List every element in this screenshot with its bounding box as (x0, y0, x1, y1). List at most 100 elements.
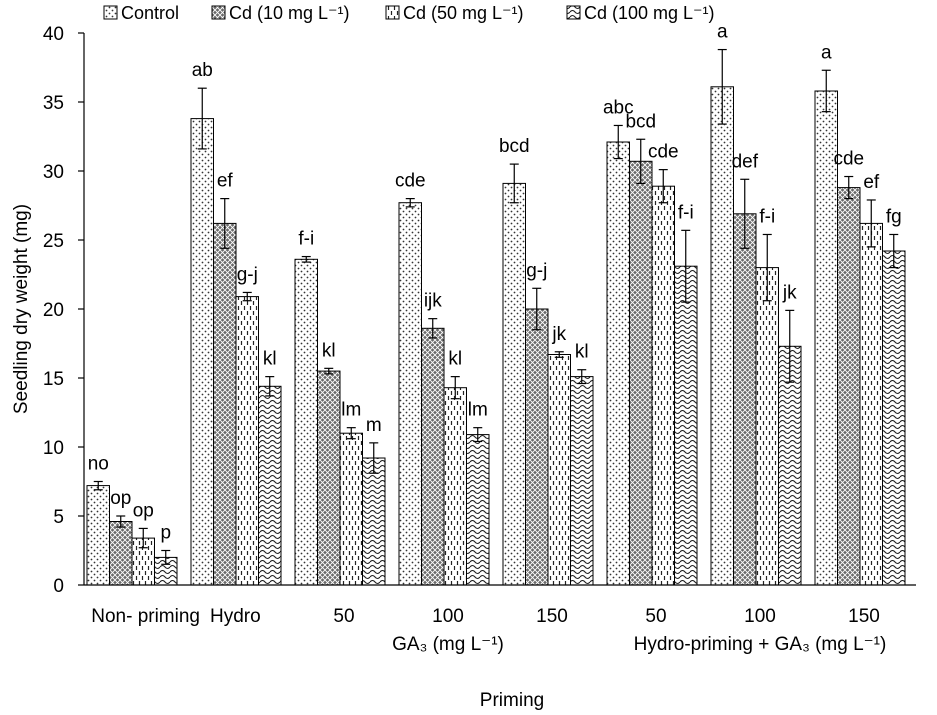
bar-waves-5 (674, 265, 698, 586)
significance-label: ijk (424, 291, 442, 312)
significance-label: a (717, 22, 728, 43)
error-bar (740, 178, 750, 249)
legend-item: Control (103, 3, 179, 23)
significance-label: ef (863, 172, 880, 193)
error-bar (554, 351, 564, 358)
error-bar (717, 48, 727, 125)
bar-crosshatch-3 (421, 327, 445, 586)
error-bar (138, 527, 148, 549)
significance-label: cde (395, 171, 426, 192)
legend-swatch (566, 5, 581, 20)
legend-item: Cd (100 mg L⁻¹) (566, 3, 715, 23)
legend-label: Cd (100 mg L⁻¹) (584, 3, 715, 23)
legend-item: Cd (10 mg L⁻¹) (211, 3, 350, 23)
error-bar (242, 291, 252, 302)
error-bar (509, 163, 519, 204)
bar-dashes-7 (859, 222, 883, 586)
significance-label: bcd (625, 111, 656, 132)
bar-waves-4 (570, 376, 594, 586)
bar-waves-7 (882, 250, 906, 586)
error-bar (369, 442, 379, 474)
x-group-label: Hydro-priming + GA₃ (mg L⁻¹) (634, 634, 887, 655)
y-tick-label: 10 (43, 438, 64, 459)
significance-label: ab (192, 60, 213, 81)
axes: 0 5 10 15 20 25 30 35 40 Non- priming Hydro 50 100 15… (11, 24, 916, 711)
y-axis-title: Seedling dry weight (mg) (11, 204, 32, 414)
bar-crosshatch-5 (629, 160, 653, 586)
significance-label: fg (886, 207, 902, 228)
significance-label: no (88, 454, 109, 475)
error-bar (161, 549, 171, 565)
bar-dots-1 (190, 118, 214, 586)
significance-label: a (821, 42, 832, 63)
error-bar (197, 87, 207, 150)
y-tick-label: 30 (43, 162, 64, 183)
y-tick-label: 5 (53, 507, 64, 528)
significance-label: def (732, 151, 759, 172)
bar-dots-5 (606, 141, 630, 586)
error-bar (889, 233, 899, 269)
bar-dashes-5 (651, 185, 675, 586)
error-bar (532, 287, 542, 331)
bar-dots-6 (710, 86, 734, 586)
significance-label: ef (217, 171, 234, 192)
bar-dashes-4 (547, 354, 571, 586)
error-bar (265, 376, 275, 397)
x-tick-label: Hydro (210, 606, 261, 627)
bar-dots-2 (294, 258, 318, 586)
significance-label: cde (648, 142, 679, 163)
significance-label: jk (551, 324, 566, 345)
x-tick-label: 100 (744, 606, 776, 627)
error-bar (821, 69, 831, 113)
error-bar (450, 376, 460, 400)
legend: Control Cd (10 mg L⁻¹) Cd (50 mg L⁻¹) Cd (1… (103, 3, 715, 23)
y-tick-label: 40 (43, 24, 64, 45)
bar-dashes-1 (235, 296, 259, 586)
error-bar (636, 138, 646, 185)
significance-label: bcd (499, 136, 530, 157)
bar-crosshatch-6 (733, 213, 757, 586)
error-bar (473, 427, 483, 443)
bar-dots-3 (398, 202, 422, 586)
bar-dashes-3 (443, 387, 467, 586)
significance-label: p (161, 523, 172, 544)
error-bar (93, 480, 103, 491)
x-group-label: GA₃ (mg L⁻¹) (392, 634, 504, 655)
significance-label: f-i (678, 202, 694, 223)
significance-label: lm (341, 400, 361, 421)
legend-swatch (103, 5, 118, 20)
y-tick-label: 20 (43, 300, 64, 321)
y-tick-label: 0 (53, 576, 64, 597)
bar-waves-1 (258, 385, 282, 586)
significance-label: kl (322, 340, 336, 361)
significance-label: kl (575, 342, 589, 363)
y-tick-label: 25 (43, 231, 64, 252)
error-bar (844, 175, 854, 200)
significance-label: f-i (298, 229, 314, 250)
error-bar (785, 309, 795, 383)
x-axis-title: Priming (480, 690, 544, 711)
error-bar (428, 318, 438, 339)
legend-swatch (385, 5, 400, 20)
legend-label: Control (121, 3, 179, 23)
significance-label: g-j (237, 264, 258, 285)
x-tick-label: 100 (432, 606, 464, 627)
significance-label: op (110, 488, 131, 509)
error-bar (405, 198, 415, 208)
error-bar (658, 169, 668, 204)
bar-crosshatch-7 (837, 187, 861, 586)
error-bar (220, 198, 230, 249)
significance-label: abc (603, 98, 634, 119)
error-bar (681, 229, 691, 303)
legend-swatch (211, 5, 226, 20)
significance-label: lm (468, 400, 488, 421)
legend-label: Cd (50 mg L⁻¹) (403, 3, 524, 23)
legend-label: Cd (10 mg L⁻¹) (229, 3, 350, 23)
significance-label: kl (448, 349, 462, 370)
significance-label: kl (263, 349, 277, 370)
error-bar (613, 124, 623, 160)
x-tick-label: 150 (848, 606, 880, 627)
significance-label: g-j (526, 260, 547, 281)
error-bar (346, 427, 356, 440)
